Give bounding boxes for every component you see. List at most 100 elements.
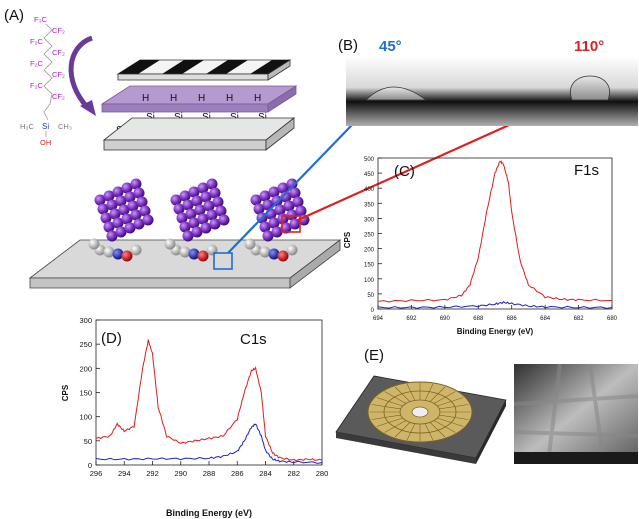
panel-a: (A) F₃C CF₂ F₂C CF₂ F₂C CF₂ F₂C CF₂ H₃C … [4,7,584,289]
pattern-spoke [406,383,416,401]
panel-e-label: (E) [364,347,384,364]
cluster-base-atom [188,248,200,260]
chart-c-ytick-label: 400 [364,187,375,193]
chart-c-xtick-label: 686 [507,316,518,322]
atom-f2c-2: F₂C [30,59,43,68]
pattern-center [411,406,429,418]
chart-d-ytick-label: 300 [79,316,92,325]
chart-c-ytick-label: 150 [364,263,375,269]
cluster-atom [94,194,106,206]
chart-d-ticks: 0 50 100 150 200 250 300 296 294 292 290 288 286 284 2… [79,316,328,478]
cluster-atom [127,200,139,212]
pattern-spoke [384,391,407,404]
cluster-atom [133,218,145,230]
cluster-atom [191,195,203,207]
cluster-atom [197,213,209,225]
pattern-spoke [371,414,401,420]
cluster-base-atom [121,250,133,262]
chart-d-series-blue-line [95,423,323,464]
surface-h-2: H [170,93,177,104]
pattern-spoke [439,414,469,420]
cluster-atom [112,217,124,229]
pattern-spoke [424,423,434,441]
surface-h-4: H [226,93,233,104]
silane-layer-side [267,85,297,113]
chart-d-ytick-label: 150 [79,389,92,398]
chart-d-ytick-label: 0 [88,461,92,470]
cluster-atom [203,200,215,212]
cluster-base-atom [103,246,115,258]
pattern-spoke [433,420,456,433]
chart-d-xtick-label: 296 [90,469,103,478]
cluster-atom [286,209,298,221]
cluster-atom [170,194,182,206]
cluster-atom [215,205,227,217]
xps-chart-f1s: (C) F1s CPS Binding Energy (eV) 0 50 100 15… [343,157,618,336]
cluster-base-atom [206,244,218,256]
silane-layer-front [101,103,269,113]
pattern-ring-inner [399,399,441,425]
cluster-atom [124,191,136,203]
cluster-atom [250,194,262,206]
pattern-ring-mid [383,390,457,434]
silicon-slab-front [103,139,267,151]
surface-si-1: Si [146,112,155,123]
atom-f3c: F₃C [34,15,48,24]
cluster-atom [139,205,151,217]
cluster-base-atom [268,248,280,260]
pattern-spoke [376,397,403,407]
cluster-atom [179,190,191,202]
cluster-atom [173,203,185,215]
cluster-atom [271,226,283,238]
xps-chart-c1s: (D) C1s CPS Binding Energy (eV) 0 50 100 15… [61,316,328,518]
stamp-stripe-3 [206,60,248,74]
atom-oh: OH [40,138,51,147]
chart-c-ytick-label: 200 [364,248,375,254]
cluster-atom [206,209,218,221]
cluster-atom [289,218,301,230]
cluster-base-atom [88,238,100,250]
reaction-arrow [68,35,94,110]
silicon-slab-side [265,117,295,151]
cluster-atom [188,217,200,229]
cluster-atom [100,212,112,224]
cluster-atom [289,187,301,199]
chart-c-ytick-label: 500 [364,157,375,163]
cluster-atom [194,204,206,216]
chart-c-ytick-label: 300 [364,217,375,223]
atom-cf2-2: CF₂ [52,48,65,57]
chart-c-series-blue-line [377,301,613,309]
cluster-base-atom [244,238,256,250]
chart-c-frame [377,157,613,310]
cluster-atom [206,178,218,190]
pattern-spoke [424,383,434,401]
chart-c-ticks: 0 50 100 150 200 250 300 350 400 450 500 694 692 690 6… [364,157,618,322]
chart-c-ytick-label: 0 [371,308,375,314]
chart-d-ytick-label: 50 [84,437,92,446]
droplet-hydrophobic [570,75,610,101]
cluster-atom [191,226,203,238]
cluster-atom [188,186,200,198]
reaction-arrow-head-icon [80,100,96,116]
chart-c-xlabel: Binding Energy (eV) [457,327,534,336]
cluster-base-atom [179,246,191,258]
cluster-atom [295,205,307,217]
molecular-clusters [88,178,310,262]
surface-si-5: Si [258,112,267,123]
stamp-stripe-4 [250,60,290,74]
pattern-spoke [437,417,464,427]
cluster-base-atom [277,250,289,262]
surface-h-1: H [142,93,149,104]
substrate-plate-front [29,277,291,289]
cluster-atom [253,203,265,215]
chart-d-title: C1s [240,331,267,348]
panel-b: (B) 45° 110° [338,37,638,126]
pattern-spoke [394,386,411,402]
cluster-base-atom [259,246,271,258]
chart-c-xtick-label: 680 [607,316,618,322]
chart-d-xtick-label: 292 [146,469,159,478]
atom-h3c: H₃C [20,122,34,131]
panel-e: (E) [335,347,639,465]
chart-d-xtick-label: 286 [231,469,244,478]
